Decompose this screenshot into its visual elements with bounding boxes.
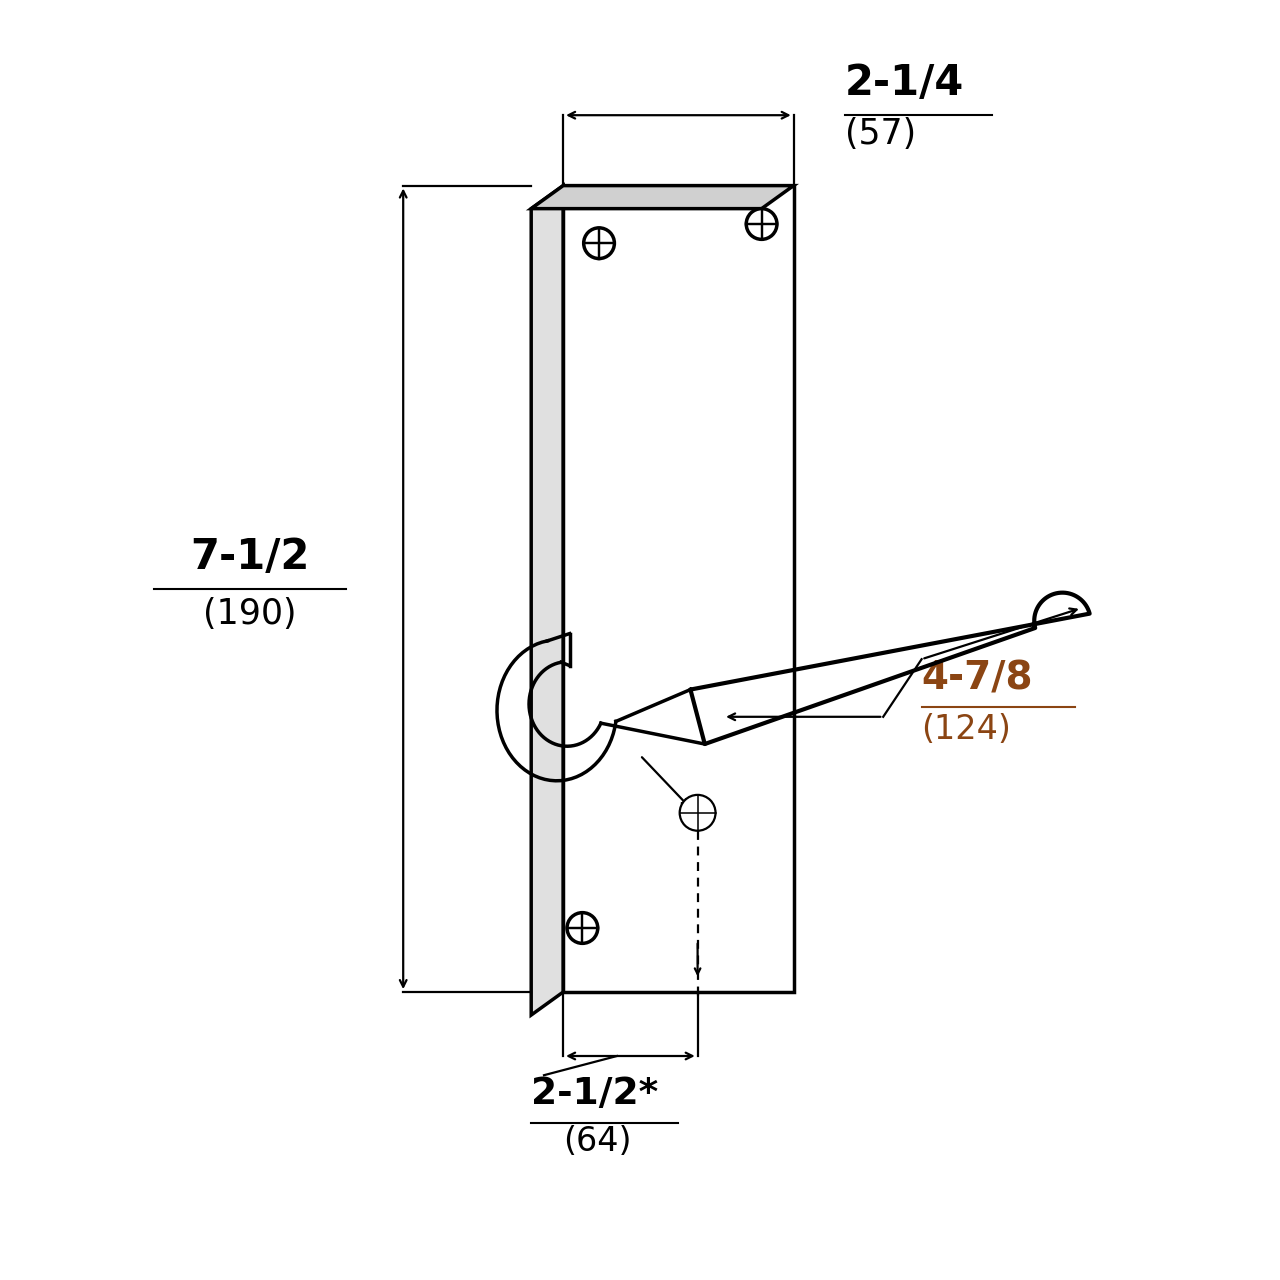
- Circle shape: [746, 209, 777, 239]
- Text: 2-1/4: 2-1/4: [845, 63, 964, 104]
- Polygon shape: [531, 186, 563, 1015]
- Text: 2-1/2*: 2-1/2*: [531, 1076, 658, 1112]
- Text: (124): (124): [922, 713, 1011, 746]
- Circle shape: [680, 795, 716, 831]
- Text: (57): (57): [845, 118, 916, 151]
- Polygon shape: [563, 186, 794, 992]
- Circle shape: [584, 228, 614, 259]
- Text: 4-7/8: 4-7/8: [922, 659, 1033, 698]
- Polygon shape: [531, 186, 794, 209]
- Text: (190): (190): [202, 598, 297, 631]
- Text: (64): (64): [563, 1125, 632, 1158]
- Circle shape: [567, 913, 598, 943]
- Text: 7-1/2: 7-1/2: [189, 536, 310, 577]
